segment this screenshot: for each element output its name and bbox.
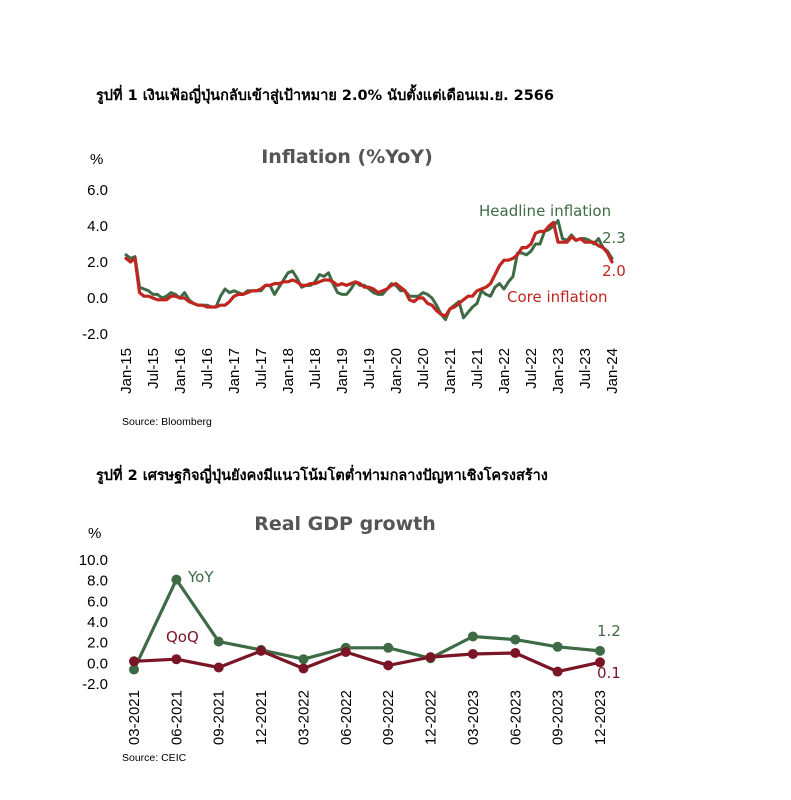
x-tick-label: Jul-15 <box>145 348 162 389</box>
yoy-point <box>129 664 139 675</box>
x-tick-label: Jul-19 <box>361 348 378 389</box>
figure-2-source: Source: CEIC <box>122 752 187 764</box>
y-tick-label: -2.0 <box>82 676 108 693</box>
y-tick-label: 8.0 <box>87 573 108 590</box>
y-tick-label: -2.0 <box>82 326 108 343</box>
y-tick-label: 6.0 <box>87 593 108 610</box>
y-tick-label: 0.0 <box>87 655 108 672</box>
x-tick-label: Jul-16 <box>199 348 216 389</box>
qoq-line <box>133 649 601 674</box>
x-tick-label: Jul-23 <box>577 348 594 389</box>
qoq-point <box>340 647 351 657</box>
core-inflation-label: Core inflation <box>507 288 608 306</box>
headline-inflation-label: Headline inflation <box>479 202 611 220</box>
core-inflation-line <box>124 220 614 318</box>
x-tick-label: 03-2022 <box>295 690 312 745</box>
y-axis-unit: % <box>90 151 103 168</box>
chart-title: Real GDP growth <box>254 513 436 535</box>
yoy-point <box>298 654 309 665</box>
qoq-point <box>510 648 521 658</box>
qoq-point <box>383 660 394 671</box>
x-tick-label: 12-2021 <box>253 690 270 745</box>
x-tick-label: Jan-22 <box>496 348 513 394</box>
x-tick-label: 06-2021 <box>168 690 185 745</box>
qoq-point <box>595 657 605 668</box>
x-tick-label: Jul-18 <box>307 348 324 389</box>
yoy-point <box>552 641 563 652</box>
yoy-point <box>213 636 224 647</box>
yoy-point <box>467 631 478 642</box>
figure-1-title: รูปที่ 1 เงินเฟ้อญี่ปุ่นกลับเข้าสู่เป้าห… <box>96 88 554 104</box>
x-tick-label: 06-2023 <box>507 690 524 745</box>
yoy-point <box>510 634 521 645</box>
qoq-end-value: 0.1 <box>597 664 621 682</box>
x-tick-label: Jul-21 <box>469 348 486 389</box>
x-tick-label: Jan-16 <box>172 348 189 394</box>
x-tick-label: 12-2023 <box>592 690 609 745</box>
yoy-point <box>595 645 605 656</box>
x-tick-label: Jan-18 <box>280 348 297 394</box>
x-tick-label: Jan-21 <box>442 348 459 394</box>
y-tick-label: 2.0 <box>87 635 108 652</box>
x-tick-label: 03-2023 <box>465 690 482 745</box>
y-axis-unit: % <box>88 525 101 542</box>
yoy-line <box>132 577 601 671</box>
x-tick-label: Jul-17 <box>253 348 270 389</box>
qoq-point <box>171 654 182 665</box>
x-tick-label: 09-2021 <box>211 690 228 745</box>
yoy-label: YoY <box>187 568 214 586</box>
figure-1-source: Source: Bloomberg <box>122 416 212 428</box>
qoq-point <box>425 652 436 663</box>
qoq-point <box>298 663 309 674</box>
x-tick-label: Jan-20 <box>388 348 405 394</box>
y-tick-label: 4.0 <box>87 614 108 631</box>
x-tick-label: 06-2022 <box>338 690 355 745</box>
qoq-label: QoQ <box>166 628 199 646</box>
yoy-point <box>171 574 182 585</box>
x-tick-label: 09-2022 <box>380 690 397 745</box>
yoy-point <box>383 642 394 653</box>
qoq-point <box>467 649 478 659</box>
y-tick-label: 4.0 <box>87 218 108 235</box>
x-tick-label: 12-2022 <box>423 690 440 745</box>
x-tick-label: Jul-20 <box>415 348 432 389</box>
x-tick-label: 09-2023 <box>550 690 567 745</box>
y-tick-label: 6.0 <box>87 182 108 199</box>
x-tick-label: Jan-17 <box>226 348 243 394</box>
x-tick-label: Jan-19 <box>334 348 351 394</box>
headline-inflation-line <box>124 219 614 322</box>
qoq-point <box>552 666 563 677</box>
headline-end-value: 2.3 <box>602 229 626 247</box>
figure-2-title: รูปที่ 2 เศรษฐกิจญี่ปุ่นยังคงมีแนวโน้มโต… <box>96 468 548 484</box>
x-tick-label: Jul-22 <box>523 348 540 389</box>
x-tick-label: Jan-23 <box>550 348 567 394</box>
y-tick-label: 2.0 <box>87 254 108 271</box>
x-tick-label: Jan-15 <box>118 348 135 394</box>
qoq-point <box>129 656 139 667</box>
qoq-point <box>213 662 224 673</box>
core-end-value: 2.0 <box>602 262 626 280</box>
x-tick-label: 03-2021 <box>126 690 143 745</box>
y-tick-label: 10.0 <box>79 552 108 569</box>
yoy-end-value: 1.2 <box>597 622 621 640</box>
x-tick-label: Jan-24 <box>604 348 621 394</box>
qoq-point <box>256 645 267 656</box>
chart-title: Inflation (%YoY) <box>261 146 433 168</box>
y-tick-label: 0.0 <box>87 290 108 307</box>
